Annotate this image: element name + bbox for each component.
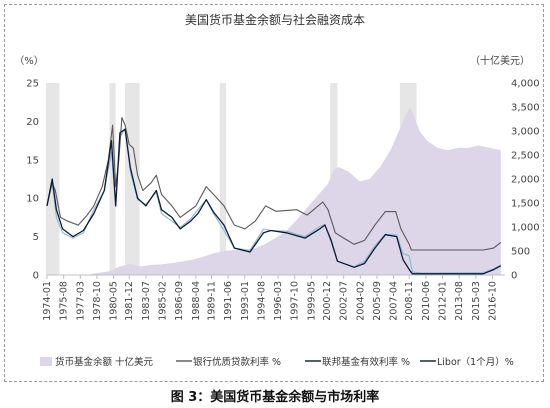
libor-line [46, 128, 502, 274]
legend: 货币基金余额 十亿美元 银行优质贷款利率 % 联邦基金有效利率 % Libor（1个月… [40, 356, 514, 368]
x-tick-1: 1975-08 [59, 281, 70, 321]
x-tick-16: 1999-05 [306, 281, 317, 321]
x-tick-9: 1988-04 [191, 281, 202, 321]
recession-band-3 [219, 83, 227, 275]
x-tick-13: 1994-08 [256, 281, 267, 321]
x-tick-2: 1977-03 [75, 281, 86, 321]
y-right-tick-2: 1,000 [511, 223, 540, 234]
x-tick-26: 2015-03 [471, 281, 482, 321]
left-axis-unit: （%） [14, 55, 44, 67]
x-tick-11: 1991-06 [223, 281, 234, 321]
y-left-tick-0: 0 [33, 271, 39, 282]
x-tick-3: 1978-10 [92, 281, 103, 321]
x-tick-12: 1993-01 [240, 281, 251, 321]
x-tick-22: 2008-11 [404, 281, 415, 321]
y-right-tick-8: 4,000 [511, 79, 540, 90]
y-right-tick-4: 2,000 [511, 175, 540, 186]
x-tick-21: 2007-04 [389, 281, 400, 321]
x-tick-27: 2016-10 [488, 281, 499, 321]
x-tick-20: 2005-09 [372, 281, 383, 321]
x-tick-24: 2012-01 [438, 281, 449, 321]
x-tick-18: 2002-07 [339, 281, 350, 321]
x-tick-25: 2013-08 [454, 281, 465, 321]
x-tick-10: 1989-11 [206, 281, 217, 321]
y-left-tick-3: 15 [26, 155, 39, 166]
legend-swatch-money-fund [40, 357, 52, 366]
y-right-tick-3: 1,500 [511, 199, 540, 210]
legend-prime-rate: 银行优质贷款利率 % [193, 356, 281, 368]
recession-band-1 [109, 83, 116, 275]
x-tick-19: 2004-02 [355, 281, 366, 321]
x-tick-23: 2010-06 [421, 281, 432, 321]
y-right-tick-6: 3,000 [511, 127, 540, 138]
y-left-tick-4: 20 [26, 117, 39, 128]
chart-svg: 美国货币基金余额与社会融资成本 （%） （十亿美元） 0 5 10 15 20 25 0 50… [14, 12, 539, 368]
x-tick-14: 1996-03 [273, 281, 284, 321]
legend-fed-funds: 联邦基金有效利率 % [322, 356, 410, 368]
figure-caption: 图 3：美国货币基金余额与市场利率 [170, 390, 380, 405]
x-tick-5: 1981-12 [124, 281, 135, 321]
x-tick-0: 1974-01 [42, 281, 53, 321]
y-left-tick-1: 5 [33, 232, 39, 243]
x-tick-4: 1980-05 [109, 281, 120, 321]
right-axis-unit: （十亿美元） [470, 54, 530, 67]
y-left-tick-5: 25 [26, 79, 39, 90]
y-left-tick-2: 10 [26, 194, 39, 205]
chart-title: 美国货币基金余额与社会融资成本 [185, 12, 365, 27]
x-tick-17: 2000-12 [322, 281, 333, 321]
money-fund-area-group [47, 107, 501, 275]
x-tick-8: 1986-09 [174, 281, 185, 321]
axes-group: 0 5 10 15 20 25 0 500 1,000 1,500 2,000 2,500 3,000 3… [26, 79, 539, 321]
y-right-tick-0: 0 [511, 271, 517, 282]
fed-funds-line [46, 128, 502, 275]
legend-libor: Libor（1个月）% [437, 356, 514, 368]
x-tick-7: 1985-02 [158, 281, 169, 321]
x-tick-6: 1983-07 [141, 281, 152, 321]
y-right-tick-5: 2,500 [511, 151, 540, 162]
money-fund-area [47, 107, 501, 275]
x-tick-15: 1997-10 [290, 281, 301, 321]
rate-lines-group [46, 117, 502, 275]
y-right-tick-1: 500 [511, 247, 530, 258]
y-right-tick-7: 3,500 [511, 103, 540, 114]
prime-rate-line [46, 117, 502, 251]
legend-money-fund: 货币基金余额 十亿美元 [55, 356, 154, 368]
